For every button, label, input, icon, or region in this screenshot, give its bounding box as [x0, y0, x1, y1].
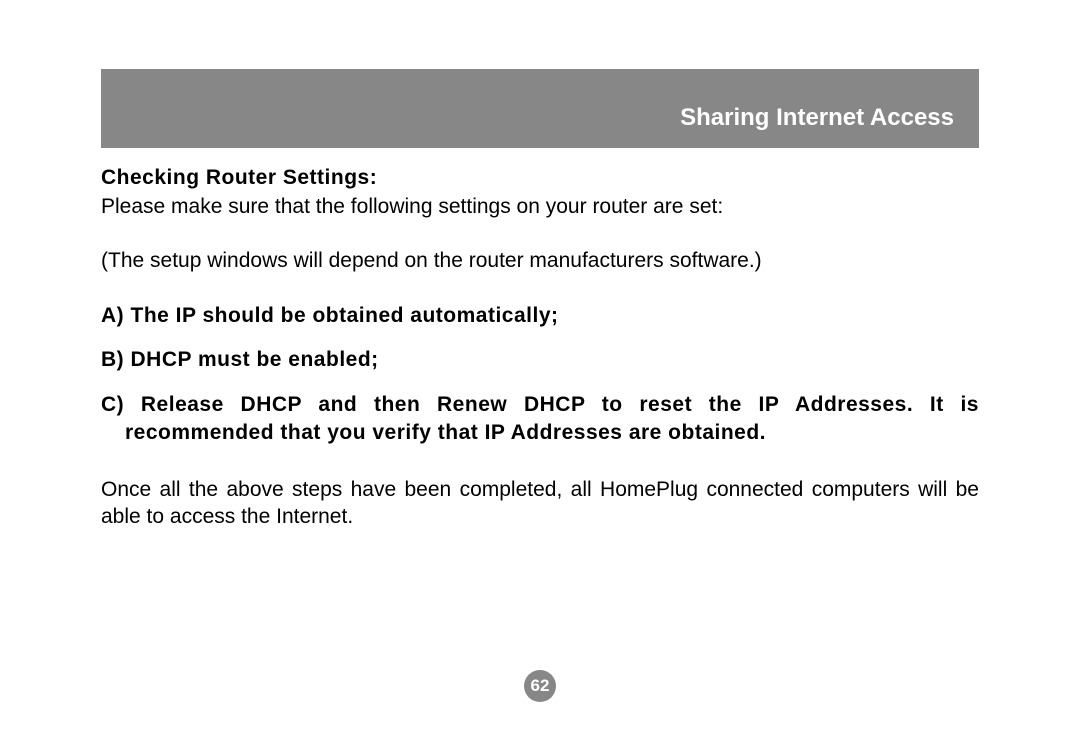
intro-paragraph: Please make sure that the following sett… — [101, 194, 979, 220]
page-number-badge: 62 — [524, 670, 556, 702]
page-number: 62 — [531, 676, 550, 696]
list-item-c: C) Release DHCP and then Renew DHCP to r… — [101, 391, 979, 448]
section-header-title: Sharing Internet Access — [680, 104, 954, 132]
list-item-a: A) The IP should be obtained automatical… — [101, 303, 979, 329]
document-page: Sharing Internet Access Checking Router … — [0, 0, 1080, 750]
section-header-bar: Sharing Internet Access — [101, 69, 979, 148]
subheading: Checking Router Settings: — [101, 166, 979, 190]
page-content: Checking Router Settings: Please make su… — [101, 166, 979, 530]
list-item-b: B) DHCP must be enabled; — [101, 347, 979, 373]
closing-paragraph: Once all the above steps have been compl… — [101, 476, 979, 531]
note-paragraph: (The setup windows will depend on the ro… — [101, 248, 979, 274]
